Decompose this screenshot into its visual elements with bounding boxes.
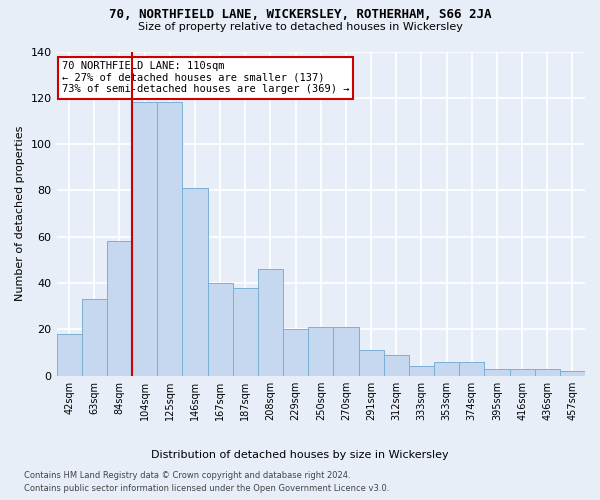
Bar — [283, 330, 308, 376]
Bar — [157, 102, 182, 376]
Bar — [409, 366, 434, 376]
Bar — [359, 350, 383, 376]
Text: 70, NORTHFIELD LANE, WICKERSLEY, ROTHERHAM, S66 2JA: 70, NORTHFIELD LANE, WICKERSLEY, ROTHERH… — [109, 8, 491, 20]
Bar — [208, 283, 233, 376]
Bar — [560, 371, 585, 376]
Bar — [308, 327, 334, 376]
Bar — [535, 369, 560, 376]
Bar — [334, 327, 359, 376]
Text: Distribution of detached houses by size in Wickersley: Distribution of detached houses by size … — [151, 450, 449, 460]
Bar — [509, 369, 535, 376]
Bar — [107, 242, 132, 376]
Bar — [383, 355, 409, 376]
Bar — [132, 102, 157, 376]
Text: Contains public sector information licensed under the Open Government Licence v3: Contains public sector information licen… — [24, 484, 389, 493]
Bar — [182, 188, 208, 376]
Bar — [484, 369, 509, 376]
Text: Size of property relative to detached houses in Wickersley: Size of property relative to detached ho… — [137, 22, 463, 32]
Bar — [434, 362, 459, 376]
Bar — [459, 362, 484, 376]
Y-axis label: Number of detached properties: Number of detached properties — [15, 126, 25, 302]
Bar — [56, 334, 82, 376]
Bar — [233, 288, 258, 376]
Bar — [258, 269, 283, 376]
Bar — [82, 300, 107, 376]
Text: Contains HM Land Registry data © Crown copyright and database right 2024.: Contains HM Land Registry data © Crown c… — [24, 470, 350, 480]
Text: 70 NORTHFIELD LANE: 110sqm
← 27% of detached houses are smaller (137)
73% of sem: 70 NORTHFIELD LANE: 110sqm ← 27% of deta… — [62, 61, 349, 94]
